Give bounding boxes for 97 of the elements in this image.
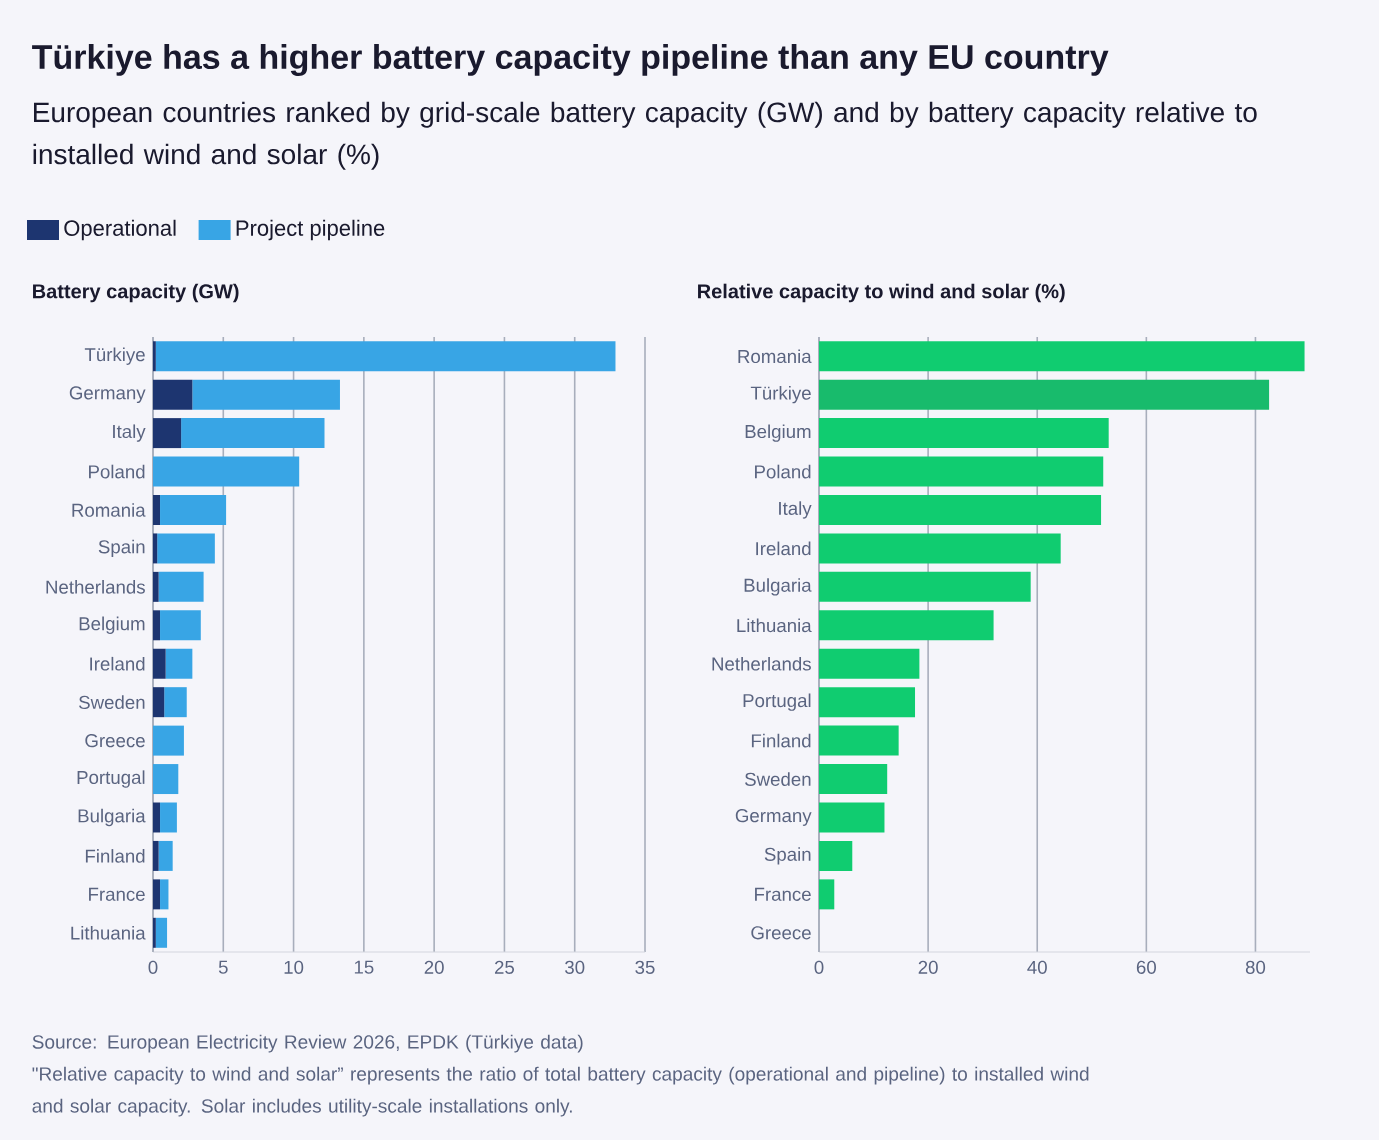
y-tick-label: Netherlands (46, 580, 145, 594)
bar (155, 341, 616, 372)
bar (153, 687, 165, 718)
source-note: Source: European Electricity Review 2026, EPDK (Türkiye data) (32, 1034, 583, 1053)
bar (160, 495, 227, 525)
bar (819, 879, 835, 910)
bar (160, 802, 177, 833)
y-tick-label: Germany (69, 386, 146, 404)
y-tick-label: Spain (764, 847, 811, 865)
bar (819, 840, 853, 871)
bar (153, 840, 159, 871)
y-tick-label: Belgium (79, 616, 145, 634)
x-tick-label: 5 (218, 960, 228, 974)
bar (819, 764, 888, 795)
x-tick-label: 40 (1027, 960, 1047, 974)
y-tick-label: Romania (72, 503, 146, 517)
bar (153, 879, 161, 910)
bar (819, 725, 899, 756)
x-tick-label: 60 (1136, 960, 1156, 974)
bar (819, 571, 1031, 602)
text: "Relative capacity to wind and solar” represents the ratio of total battery capacity (operational and pipeline) to installed wind and solar capacity. Solar includes utility-scale installations only. (32, 1066, 1089, 1117)
bar (819, 687, 916, 718)
bar (153, 764, 179, 795)
bar (153, 495, 161, 525)
bar (819, 495, 1102, 525)
bar (153, 917, 156, 948)
y-tick-label: Sweden (745, 772, 811, 786)
bar (819, 418, 1109, 449)
x-tick-label: 35 (635, 960, 655, 974)
y-tick-label: Bulgaria (744, 578, 812, 596)
bar (819, 610, 994, 641)
bar (819, 802, 885, 833)
bar (160, 610, 201, 641)
y-tick-label: France (89, 887, 145, 901)
y-tick-label: Poland (755, 464, 811, 479)
text: European countries ranked by grid-scale battery capacity (GW) and by battery capacity relative to installed wind and solar (%) (33, 101, 1257, 170)
y-tick-label: Netherlands (712, 656, 811, 671)
text: Türkiye has a higher battery capacity pipeline than any EU country (32, 44, 1109, 76)
bar (164, 687, 187, 718)
y-tick-label: Finland (85, 849, 145, 863)
bar (158, 840, 173, 871)
y-tick-label: Türkiye (750, 385, 811, 404)
bar (153, 379, 193, 410)
bar (153, 533, 158, 564)
bar (153, 802, 161, 833)
bar (181, 418, 325, 449)
y-tick-label: Türkiye (84, 347, 145, 365)
bar (819, 456, 1104, 487)
x-tick-label: 0 (148, 960, 158, 974)
chart-title: Relative capacity to wind and solar (%) (698, 283, 1065, 303)
bar (165, 648, 193, 679)
bar (192, 379, 340, 410)
chart-title: Battery capacity (GW) (33, 283, 239, 303)
bar (819, 648, 920, 679)
y-tick-label: Italy (113, 424, 146, 442)
y-tick-label: Poland (89, 464, 145, 479)
y-tick-label: Bulgaria (78, 808, 146, 827)
y-tick-label: Finland (751, 733, 811, 748)
bar (153, 571, 159, 602)
bar (157, 533, 215, 564)
y-tick-label: Spain (98, 539, 145, 558)
x-tick-label: 20 (918, 960, 938, 974)
y-tick-label: France (755, 887, 811, 901)
x-tick-label: 10 (284, 960, 304, 974)
y-tick-label: Ireland (90, 656, 145, 671)
x-tick-label: 0 (814, 960, 824, 974)
y-tick-label: Greece (751, 926, 811, 940)
legend-label: Project pipeline (236, 219, 385, 241)
bar (153, 610, 161, 641)
bar (819, 379, 1270, 410)
bar (819, 533, 1061, 564)
y-tick-label: Portugal (743, 693, 811, 711)
x-tick-label: 80 (1245, 960, 1266, 974)
y-tick-label: Ireland (756, 541, 811, 556)
y-tick-label: Germany (735, 809, 812, 826)
y-tick-label: Lithuania (737, 618, 812, 633)
x-tick-label: 25 (494, 960, 515, 974)
legend-label: Operational (64, 219, 176, 241)
y-tick-label: Sweden (79, 695, 145, 710)
bar (160, 879, 169, 910)
y-tick-label: Italy (779, 501, 812, 519)
y-tick-label: Lithuania (71, 925, 146, 940)
x-tick-label: 20 (424, 960, 444, 974)
x-tick-label: 30 (565, 960, 585, 974)
bar (158, 571, 204, 602)
bar (153, 341, 156, 372)
y-tick-label: Romania (738, 349, 812, 364)
bar (155, 917, 168, 948)
bar (153, 456, 300, 487)
bar (153, 418, 182, 449)
y-tick-label: Greece (85, 733, 145, 748)
y-tick-label: Belgium (745, 424, 811, 442)
x-tick-label: 15 (354, 960, 374, 974)
y-tick-label: Portugal (77, 770, 145, 788)
bar (153, 648, 166, 679)
bar (153, 725, 184, 756)
bar (819, 341, 1305, 372)
